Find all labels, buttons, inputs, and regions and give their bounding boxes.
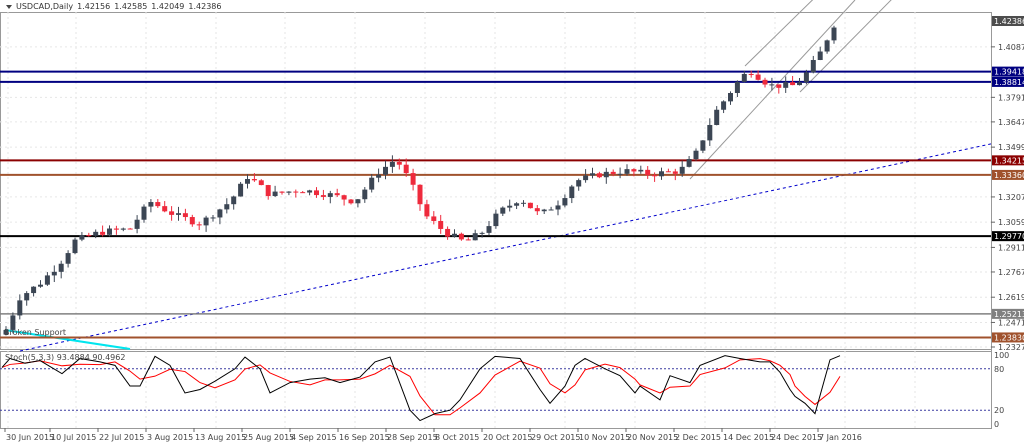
stochastic-panel: [0, 351, 992, 429]
svg-text:3 Aug 2015: 3 Aug 2015: [147, 433, 193, 442]
price-tag: [992, 66, 1024, 77]
svg-text:1.36470: 1.36470: [998, 118, 1024, 127]
svg-text:1.33360: 1.33360: [994, 171, 1024, 180]
price-tag: [992, 16, 1024, 26]
main-panel: [0, 12, 992, 350]
svg-text:1.39418: 1.39418: [994, 68, 1024, 77]
svg-text:30 Jun 2015: 30 Jun 2015: [6, 433, 54, 442]
svg-text:10 Nov 2015: 10 Nov 2015: [579, 433, 630, 442]
chart-title: USDCAD,Daily 1.42156 1.42585 1.42049 1.42386: [6, 2, 225, 11]
svg-text:1.30590: 1.30590: [998, 218, 1024, 227]
svg-text:1.34990: 1.34990: [998, 143, 1024, 152]
price-tag: [992, 332, 1024, 343]
price-tag: [992, 169, 1024, 180]
svg-text:1.40870: 1.40870: [998, 43, 1024, 52]
svg-text:29 Oct 2015: 29 Oct 2015: [531, 433, 580, 442]
svg-text:24 Dec 2015: 24 Dec 2015: [771, 433, 822, 442]
channel-line[interactable]: [744, 0, 935, 67]
svg-text:1.27670: 1.27670: [998, 268, 1024, 277]
svg-text:1.26190: 1.26190: [998, 293, 1024, 302]
svg-text:20 Oct 2015: 20 Oct 2015: [483, 433, 532, 442]
svg-text:4 Sep 2015: 4 Sep 2015: [291, 433, 337, 442]
svg-text:1.29110: 1.29110: [998, 243, 1024, 252]
svg-text:22 Jul 2015: 22 Jul 2015: [99, 433, 144, 442]
svg-text:20: 20: [994, 406, 1004, 415]
svg-text:1.24710: 1.24710: [998, 318, 1024, 327]
stoch-signal-line: [1, 358, 841, 416]
svg-text:8 Oct 2015: 8 Oct 2015: [435, 433, 479, 442]
close-value: 1.42386: [188, 2, 222, 11]
candles: [3, 25, 837, 336]
svg-text:1.38814: 1.38814: [994, 78, 1024, 87]
symbol-label: USDCAD,Daily: [16, 2, 74, 11]
svg-text:100: 100: [994, 351, 1009, 360]
open-value: 1.42156: [77, 2, 111, 11]
svg-text:13 Aug 2015: 13 Aug 2015: [195, 433, 246, 442]
price-tag: [992, 231, 1024, 242]
broken-support-label: Broken Support: [4, 328, 67, 337]
channel-line[interactable]: [799, 0, 990, 93]
svg-text:1.32070: 1.32070: [998, 193, 1024, 202]
svg-text:20 Nov 2015: 20 Nov 2015: [627, 433, 678, 442]
svg-text:10 Jul 2015: 10 Jul 2015: [51, 433, 96, 442]
price-axis: 1.40870 1.37910 1.36470 1.34990 1.32070 1.305…: [991, 12, 1024, 429]
price-tag: [992, 76, 1024, 87]
svg-text:1.42386: 1.42386: [994, 17, 1024, 26]
svg-text:7 Jan 2016: 7 Jan 2016: [819, 433, 862, 442]
stochastic-label: Stoch(5,3,3) 93.4884 90.4962: [5, 353, 126, 362]
price-tag: [992, 308, 1024, 319]
svg-text:0: 0: [994, 420, 999, 429]
svg-text:16 Sep 2015: 16 Sep 2015: [339, 433, 390, 442]
svg-text:1.25213: 1.25213: [994, 310, 1024, 319]
svg-text:1.23830: 1.23830: [994, 333, 1024, 342]
low-value: 1.42049: [151, 2, 185, 11]
svg-text:28 Sep 2015: 28 Sep 2015: [387, 433, 438, 442]
price-tag: [992, 155, 1024, 166]
svg-text:1.29770: 1.29770: [994, 232, 1024, 241]
broken-support-line[interactable]: [4, 329, 131, 350]
svg-text:1.37910: 1.37910: [998, 93, 1024, 102]
stoch-main-line: [1, 355, 841, 422]
channel-line[interactable]: [689, 0, 856, 180]
svg-text:1.23270: 1.23270: [998, 343, 1024, 352]
svg-text:25 Aug 2015: 25 Aug 2015: [243, 433, 294, 442]
high-value: 1.42585: [114, 2, 148, 11]
svg-text:14 Dec 2015: 14 Dec 2015: [723, 433, 774, 442]
svg-text:1.34215: 1.34215: [994, 156, 1024, 165]
svg-text:80: 80: [994, 365, 1004, 374]
dropdown-triangle-icon[interactable]: [6, 4, 12, 9]
svg-text:2 Dec 2015: 2 Dec 2015: [675, 433, 721, 442]
